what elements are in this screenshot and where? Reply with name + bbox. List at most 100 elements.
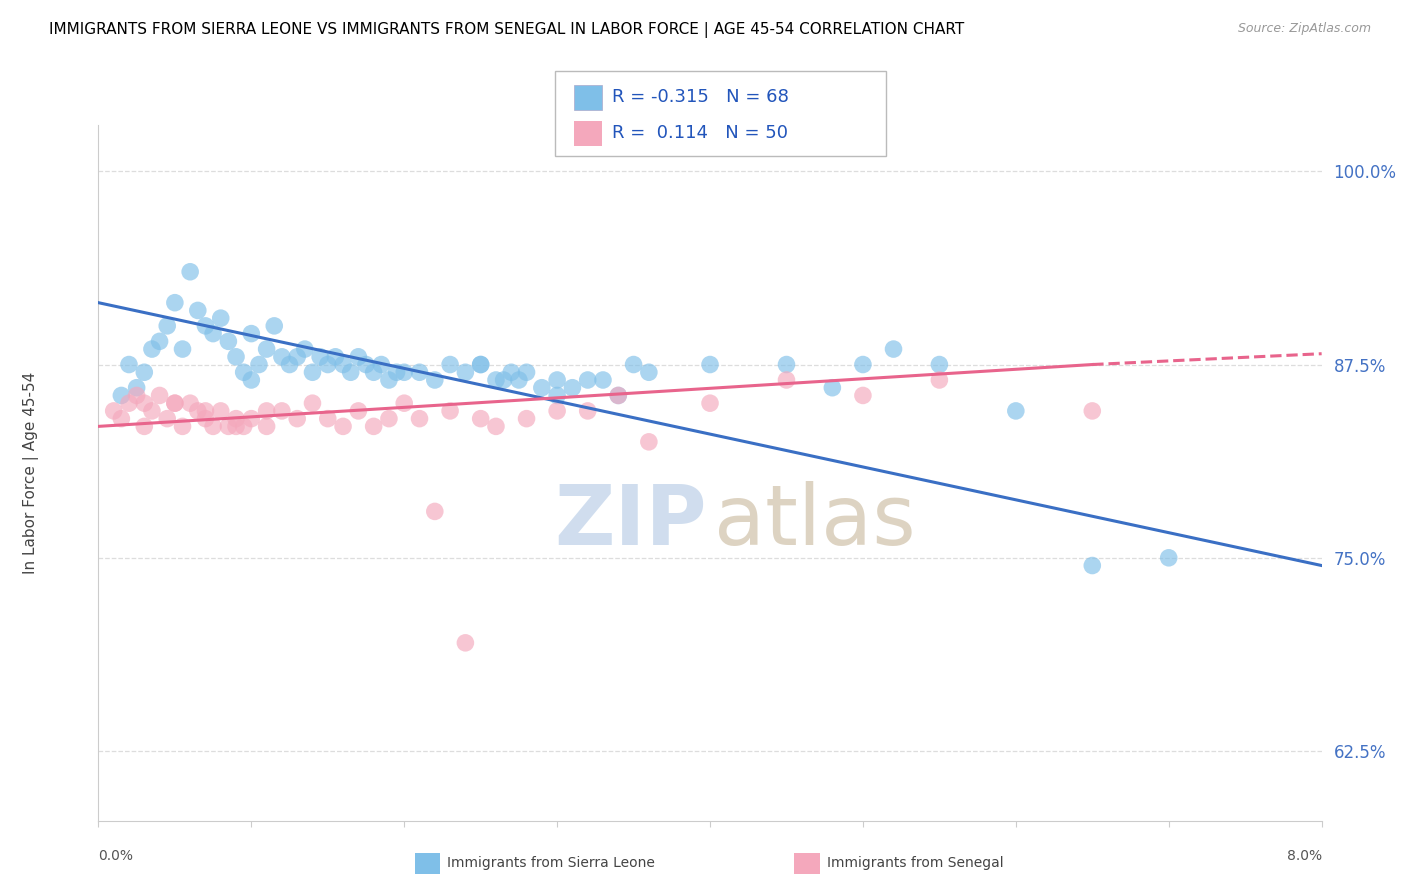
Point	[179, 265, 201, 279]
Point	[454, 636, 477, 650]
Point	[194, 404, 217, 418]
Point	[546, 388, 568, 402]
Point	[194, 318, 217, 333]
Point	[316, 411, 339, 425]
Text: Source: ZipAtlas.com: Source: ZipAtlas.com	[1237, 22, 1371, 36]
Point	[561, 381, 583, 395]
Point	[392, 396, 416, 410]
Point	[110, 411, 132, 425]
Point	[883, 342, 905, 356]
Point	[125, 388, 148, 402]
Point	[118, 396, 141, 410]
Text: atlas: atlas	[714, 481, 915, 562]
Point	[576, 404, 599, 418]
Text: 0.0%: 0.0%	[98, 849, 134, 863]
Point	[363, 419, 385, 434]
Point	[240, 411, 263, 425]
Point	[202, 419, 225, 434]
Point	[179, 396, 201, 410]
Text: R =  0.114   N = 50: R = 0.114 N = 50	[612, 124, 787, 142]
Point	[530, 381, 553, 395]
Point	[187, 404, 209, 418]
Text: In Labor Force | Age 45-54: In Labor Force | Age 45-54	[22, 372, 39, 574]
Point	[217, 419, 239, 434]
Point	[232, 419, 254, 434]
Point	[256, 419, 278, 434]
Point	[172, 419, 194, 434]
Point	[607, 388, 630, 402]
Point	[294, 342, 316, 356]
Point	[423, 504, 446, 518]
Point	[515, 365, 537, 379]
Point	[149, 334, 172, 349]
Point	[225, 419, 247, 434]
Point	[1157, 550, 1180, 565]
Point	[163, 295, 186, 310]
Point	[408, 365, 430, 379]
Point	[699, 396, 721, 410]
Point	[623, 358, 645, 372]
Text: ZIP: ZIP	[554, 481, 706, 562]
Point	[209, 404, 232, 418]
Point	[423, 373, 446, 387]
Point	[217, 334, 239, 349]
Point	[1004, 404, 1026, 418]
Point	[485, 373, 508, 387]
Point	[141, 404, 163, 418]
Point	[225, 411, 247, 425]
Point	[232, 365, 254, 379]
Point	[852, 388, 875, 402]
Point	[332, 358, 354, 372]
Point	[592, 373, 614, 387]
Point	[240, 326, 263, 341]
Point	[485, 419, 508, 434]
Point	[134, 365, 156, 379]
Point	[470, 411, 492, 425]
Point	[607, 388, 630, 402]
Point	[110, 388, 132, 402]
Point	[385, 365, 408, 379]
Point	[156, 318, 179, 333]
Point	[316, 358, 339, 372]
Point	[134, 419, 156, 434]
Point	[775, 373, 797, 387]
Point	[354, 358, 377, 372]
Point	[202, 326, 225, 341]
Point	[270, 404, 294, 418]
Point	[149, 388, 172, 402]
Point	[576, 373, 599, 387]
Point	[1081, 558, 1104, 573]
Point	[309, 350, 332, 364]
Point	[240, 373, 263, 387]
Point	[852, 358, 875, 372]
Point	[501, 365, 523, 379]
Text: 8.0%: 8.0%	[1286, 849, 1322, 863]
Point	[325, 350, 347, 364]
Point	[134, 396, 156, 410]
Point	[470, 358, 492, 372]
Point	[363, 365, 385, 379]
Point	[278, 358, 301, 372]
Point	[378, 373, 401, 387]
Point	[172, 342, 194, 356]
Point	[546, 404, 568, 418]
Point	[928, 358, 950, 372]
Point	[163, 396, 186, 410]
Point	[378, 411, 401, 425]
Point	[209, 311, 232, 326]
Point	[263, 318, 285, 333]
Point	[347, 404, 370, 418]
Point	[492, 373, 515, 387]
Point	[339, 365, 361, 379]
Text: Immigrants from Senegal: Immigrants from Senegal	[827, 856, 1004, 871]
Point	[301, 396, 323, 410]
Point	[285, 350, 308, 364]
Text: Immigrants from Sierra Leone: Immigrants from Sierra Leone	[447, 856, 655, 871]
Point	[156, 411, 179, 425]
Point	[439, 404, 461, 418]
Point	[546, 373, 568, 387]
Point	[515, 411, 537, 425]
Point	[141, 342, 163, 356]
Point	[637, 434, 661, 449]
Point	[347, 350, 370, 364]
